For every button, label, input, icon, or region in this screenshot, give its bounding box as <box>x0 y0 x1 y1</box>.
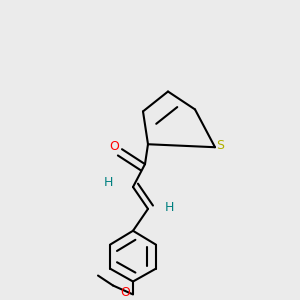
Text: O: O <box>110 140 119 153</box>
Text: H: H <box>165 201 174 214</box>
Text: H: H <box>104 176 113 189</box>
Text: S: S <box>216 139 224 152</box>
Text: O: O <box>121 286 130 298</box>
